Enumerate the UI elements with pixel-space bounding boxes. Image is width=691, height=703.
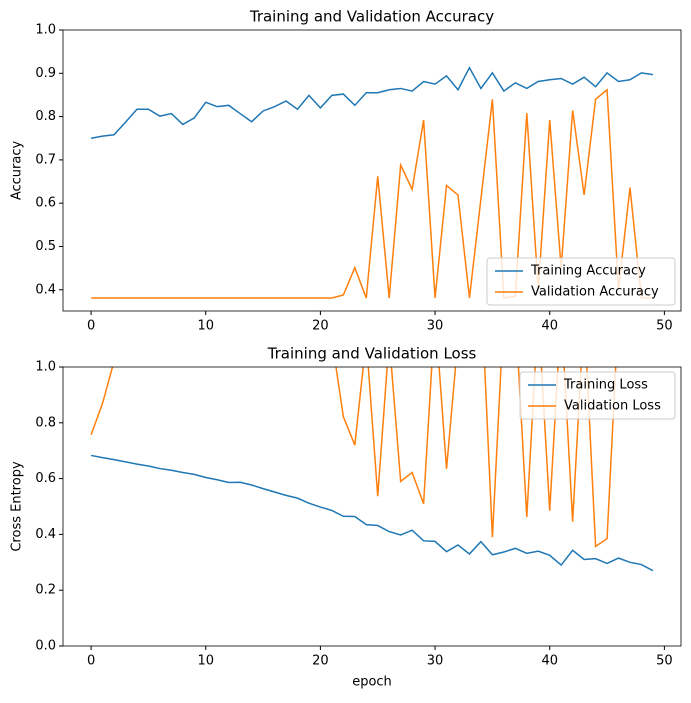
x-tick-label: 10 (197, 654, 214, 669)
y-tick-label: 0.5 (35, 239, 56, 254)
y-tick-label: 1.0 (35, 23, 56, 38)
chart-title: Training and Validation Loss (267, 345, 477, 363)
y-tick-label: 0.4 (35, 282, 56, 297)
x-tick-label: 50 (656, 319, 673, 334)
series-line (91, 88, 653, 299)
x-tick-label: 20 (312, 319, 329, 334)
x-axis-label: epoch (352, 675, 392, 690)
axes-frame (62, 29, 682, 312)
series-line (90, 367, 617, 548)
legend-label: Validation Accuracy (531, 285, 659, 300)
y-tick-label: 0.7 (35, 152, 56, 167)
y-tick-label: 0.9 (35, 66, 56, 81)
subplot: Training and Validation Loss Cross Entrop… (10, 345, 682, 690)
legend: Training Loss Validation Loss (519, 371, 676, 420)
chart-title: Training and Validation Accuracy (249, 8, 494, 26)
x-tick-label: 30 (427, 654, 444, 669)
y-tick-label: 0.4 (35, 527, 56, 542)
legend-label: Training Loss (563, 378, 648, 393)
legend: Training Accuracy Validation Accuracy (486, 257, 676, 306)
y-tick-label: 0.2 (35, 583, 56, 598)
y-tick-label: 1.0 (35, 360, 56, 375)
x-tick-label: 50 (656, 654, 673, 669)
y-tick-label: 0.6 (35, 196, 56, 211)
x-tick-label: 30 (427, 319, 444, 334)
series-line (90, 66, 654, 139)
legend-label: Validation Loss (564, 399, 661, 414)
subplot: Training and Validation Accuracy Accuracy… (10, 8, 682, 334)
y-tick-label: 0.8 (35, 415, 56, 430)
x-tick-label: 10 (197, 319, 214, 334)
x-tick-label: 20 (312, 654, 329, 669)
y-tick-label: 0.0 (35, 639, 56, 654)
axes-frame (62, 366, 682, 647)
x-tick-label: 0 (87, 654, 95, 669)
y-tick-label: 0.6 (35, 471, 56, 486)
y-axis-label: Cross Entropy (10, 461, 25, 552)
y-axis-label: Accuracy (10, 141, 25, 201)
legend-label: Training Accuracy (530, 264, 646, 279)
series-line (90, 454, 654, 572)
x-tick-label: 0 (87, 319, 95, 334)
x-tick-label: 40 (541, 319, 558, 334)
y-tick-label: 0.8 (35, 109, 56, 124)
x-tick-label: 40 (541, 654, 558, 669)
legend-box (519, 371, 676, 420)
legend-box (486, 257, 676, 306)
